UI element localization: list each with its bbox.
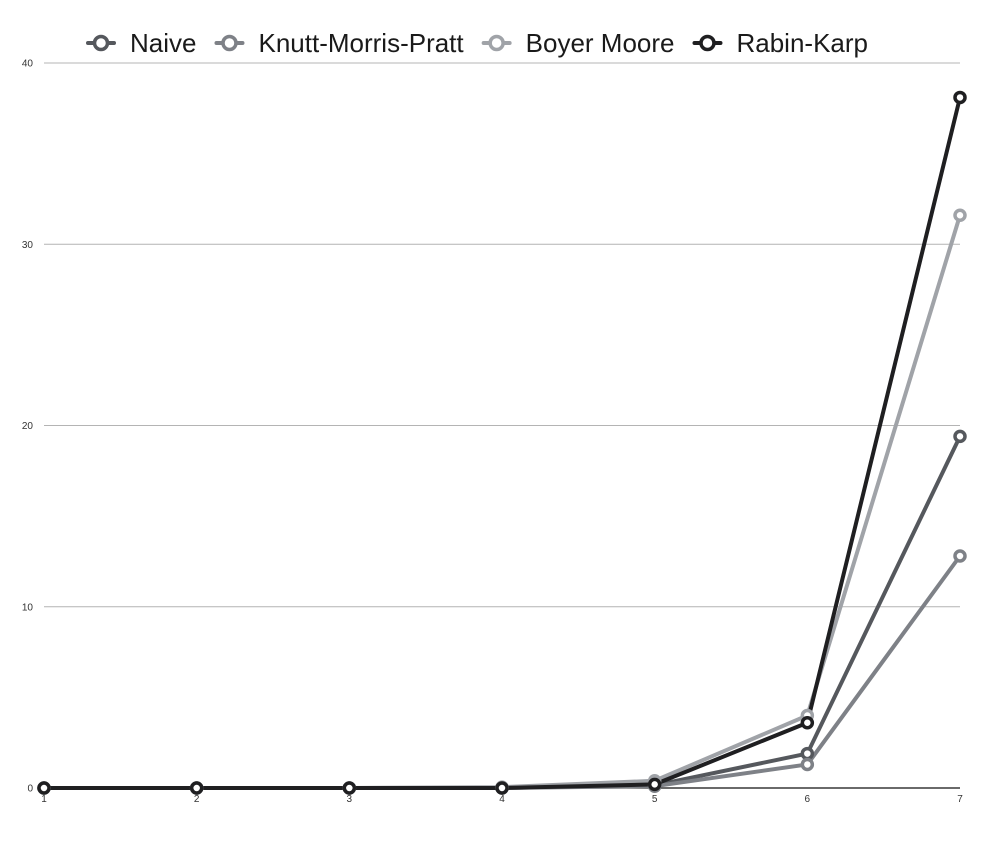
legend-label: Rabin-Karp [736, 28, 868, 58]
legend-label: Naive [130, 28, 196, 58]
data-point-series-3-x-7 [953, 90, 967, 105]
x-tick-label: 6 [805, 794, 811, 805]
legend-item-1: Knutt-Morris-Pratt [214, 28, 464, 58]
data-point-series-3-x-6 [800, 716, 815, 730]
legend: Naive Knutt-Morris-Pratt Boyer Moore Rabin-… [86, 28, 868, 58]
legend-swatch-marker [699, 34, 716, 52]
data-point-series-0-x-7 [953, 429, 967, 444]
x-tick-label: 5 [652, 794, 658, 805]
legend-item-3: Rabin-Karp [692, 28, 868, 58]
y-tick-label: 40 [22, 59, 34, 70]
x-tick-label: 4 [499, 794, 505, 805]
grid-layer [44, 62, 960, 789]
data-point-series-3-x-3 [342, 781, 357, 795]
series-layer [37, 90, 967, 795]
x-tick-label: 3 [347, 794, 353, 805]
series-line-0 [42, 434, 962, 790]
data-point-series-2-x-7 [953, 208, 967, 222]
legend-label: Boyer Moore [526, 28, 675, 58]
y-tick-label: 20 [22, 421, 34, 432]
y-tick-label: 30 [22, 240, 34, 251]
axis-layer: 0 10 20 30 40 1 2 3 4 5 6 7 [22, 59, 963, 806]
data-point-series-0-x-6 [800, 746, 815, 761]
data-point-series-3-x-5 [647, 777, 662, 792]
x-tick-label: 7 [957, 794, 963, 805]
legend-item-0: Naive [86, 28, 196, 58]
legend-swatch-marker [488, 34, 505, 52]
x-tick-label: 2 [194, 794, 200, 805]
legend-swatch-marker [221, 34, 238, 52]
data-point-series-1-x-7 [953, 549, 967, 563]
legend-label: Knutt-Morris-Pratt [258, 28, 464, 58]
data-point-series-3-x-2 [189, 781, 204, 795]
legend-swatch-marker [92, 34, 110, 52]
series-line-3 [42, 95, 962, 790]
y-tick-label: 0 [27, 784, 33, 795]
x-tick-label: 1 [41, 794, 47, 805]
data-point-series-3-x-4 [495, 781, 509, 795]
y-tick-label: 10 [22, 602, 34, 613]
legend-item-2: Boyer Moore [481, 28, 675, 58]
data-point-series-1-x-6 [800, 757, 815, 772]
data-point-series-3-x-1 [37, 781, 51, 795]
series-line-2 [42, 213, 962, 790]
